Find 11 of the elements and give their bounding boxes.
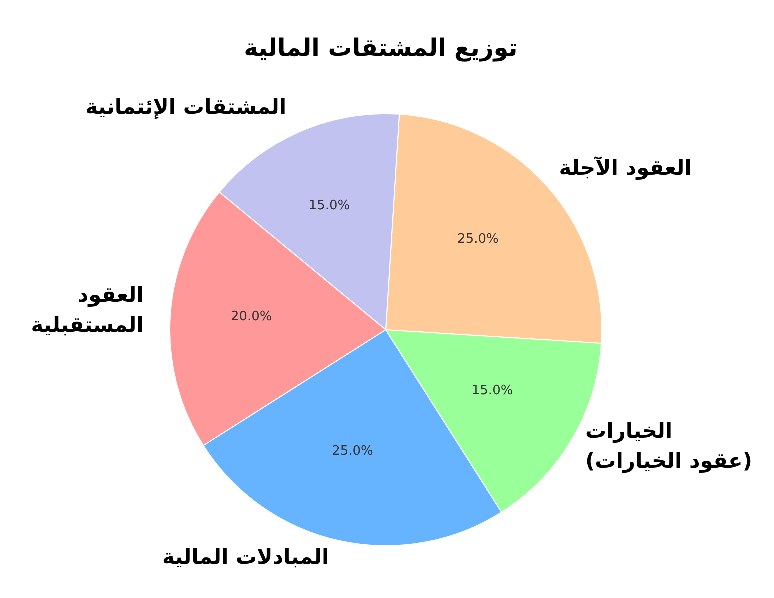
slice-label: العقود المستقبلية xyxy=(31,283,144,338)
slice-label: العقود الآجلة xyxy=(559,156,692,181)
slice-label: المشتقات الإئتمانية xyxy=(86,94,287,120)
data-label: 20.0% xyxy=(231,309,272,324)
slice-label: المبادلات المالية xyxy=(162,544,330,569)
slice-label: الخيارات (عقود الخيارات) xyxy=(586,418,753,474)
data-label: 25.0% xyxy=(458,232,499,247)
data-label: 15.0% xyxy=(472,383,514,398)
data-label: 25.0% xyxy=(332,444,374,459)
data-label: 15.0% xyxy=(308,198,350,214)
chart-title: توزيع المشتقات المالية xyxy=(244,34,518,62)
